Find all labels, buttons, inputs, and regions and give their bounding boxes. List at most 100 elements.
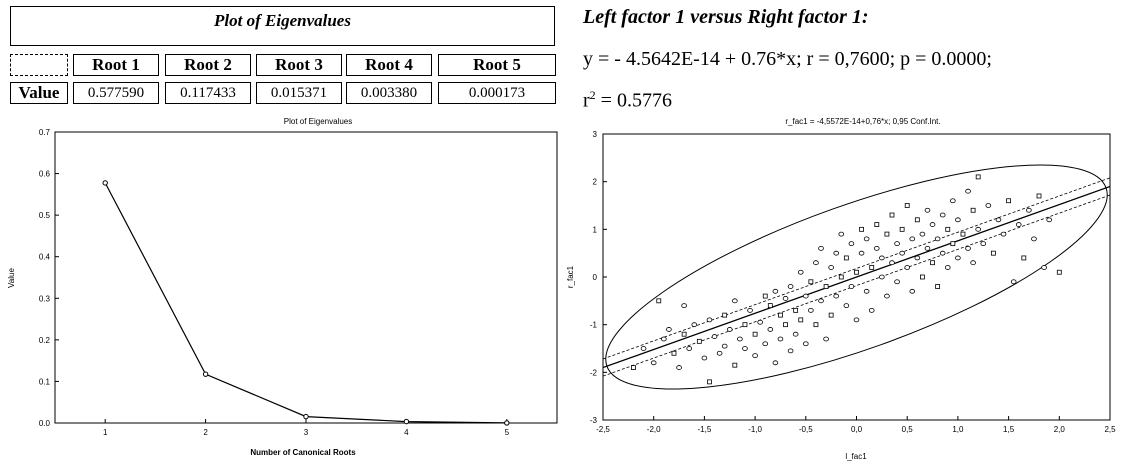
chart1-point xyxy=(504,420,510,426)
chart2-ytick-label: -1 xyxy=(590,321,598,330)
chart2-point xyxy=(757,319,763,325)
chart2-point xyxy=(782,296,789,301)
chart2-confidence-ellipse xyxy=(605,164,1108,390)
chart2-point xyxy=(737,336,743,342)
chart2-point-square xyxy=(681,331,687,337)
chart2-point-square xyxy=(874,222,880,227)
chart2-point xyxy=(742,346,748,351)
chart2-point xyxy=(858,250,865,256)
value-root1: 0.577590 xyxy=(73,82,159,104)
chart1-plot-frame xyxy=(54,131,558,424)
chart2-point xyxy=(863,288,870,294)
chart2-point-square xyxy=(869,265,875,270)
column-header-root2: Root 2 xyxy=(165,54,251,76)
chart2-point-square xyxy=(914,217,920,223)
chart2-point xyxy=(833,250,840,256)
chart2-point-square xyxy=(823,284,829,289)
regression-heading: Left factor 1 versus Right factor 1: xyxy=(583,6,869,28)
chart1-title: Plot of Eigenvalues xyxy=(284,117,353,126)
chart2-point-square xyxy=(935,284,941,289)
chart2-xtick-label: 2,0 xyxy=(1054,425,1066,434)
chart2-point xyxy=(721,343,728,349)
chart1-xlabel: Number of Canonical Roots xyxy=(250,448,356,457)
chart2-point xyxy=(686,346,692,351)
chart1-xtick-label: 2 xyxy=(203,428,208,437)
chart2-point-square xyxy=(838,274,844,280)
chart2-point-square xyxy=(783,322,788,328)
chart2-point xyxy=(661,336,667,342)
chart2-point-square xyxy=(696,338,702,344)
chart2-ytick-label: 3 xyxy=(593,130,598,139)
chart2-point xyxy=(939,212,946,218)
chart2-point xyxy=(650,360,657,366)
chart2-point xyxy=(752,353,758,359)
chart2-point-square xyxy=(843,255,849,261)
chart2-point-square xyxy=(1036,193,1042,199)
chart2-point xyxy=(706,317,713,323)
chart2-point xyxy=(985,203,992,208)
chart2-point-square xyxy=(920,274,925,280)
chart2-ytick-label: 0 xyxy=(593,273,598,282)
column-header-root5: Root 5 xyxy=(438,54,556,76)
chart2-ci-upper xyxy=(603,177,1110,360)
chart2-point-square xyxy=(742,322,748,328)
chart2-point-square xyxy=(793,307,799,313)
chart2-point xyxy=(944,265,951,270)
chart2-point xyxy=(924,207,931,213)
chart2-xtick-label: 1,5 xyxy=(1003,425,1015,434)
chart2-x-ticks: -2,5 -2,0 -1,5 -1,0 -0,5 0,0 0,5 1,0 1,5 2,0 2,5 xyxy=(596,416,1116,434)
table-corner-cell xyxy=(10,54,68,76)
chart2-point-square xyxy=(884,231,890,237)
chart1-ytick-label: 0.0 xyxy=(39,419,51,428)
chart2-point xyxy=(879,274,885,280)
chart2-point xyxy=(797,269,804,275)
chart2-point xyxy=(873,245,880,251)
chart2-point-square xyxy=(970,207,976,213)
chart2-xtick-label: 0,5 xyxy=(902,425,914,434)
chart2-xlabel: l_fac1 xyxy=(845,452,867,461)
chart2-point xyxy=(777,336,784,342)
chart2-point xyxy=(899,250,905,256)
chart2-point xyxy=(747,307,753,313)
chart2-point xyxy=(828,265,834,270)
chart2-point xyxy=(691,322,698,328)
chart2-ytick-label: 1 xyxy=(593,225,598,234)
chart2-point-square xyxy=(1006,198,1012,204)
chart1-xtick-label: 5 xyxy=(505,428,510,437)
chart2-point-square xyxy=(767,303,773,309)
chart2-point-square xyxy=(904,203,910,208)
chart1-ytick-label: 0.4 xyxy=(39,253,51,262)
chart2-point-square xyxy=(828,312,834,318)
chart2-point-square xyxy=(778,312,783,318)
regression-scatter-chart: r_fac1 = -4,5572E-14+0,76*x; 0,95 Conf.I… xyxy=(566,117,1116,461)
chart2-point-square xyxy=(722,312,728,318)
chart2-point xyxy=(787,348,794,354)
chart2-point xyxy=(863,236,870,242)
chart2-xtick-label: 0,0 xyxy=(851,425,863,434)
chart2-point xyxy=(833,293,840,299)
chart2-point xyxy=(732,298,738,304)
chart2-point xyxy=(726,327,733,332)
chart2-point xyxy=(1026,207,1032,213)
chart2-point-square xyxy=(752,331,758,337)
chart2-xtick-label: -1,0 xyxy=(748,425,762,434)
chart2-ytick-label: 2 xyxy=(593,178,598,187)
chart2-point xyxy=(767,327,774,332)
chart2-fit-line xyxy=(603,185,1110,369)
chart2-title: r_fac1 = -4,5572E-14+0,76*x; 0,95 Conf.I… xyxy=(785,117,940,126)
chart1-points xyxy=(102,180,510,426)
chart2-point xyxy=(879,255,885,261)
chart2-point xyxy=(894,241,900,247)
chart2-point-square xyxy=(671,350,677,356)
chart2-point xyxy=(808,307,814,313)
chart1-ytick-label: 0.7 xyxy=(39,128,51,137)
chart2-point xyxy=(955,255,961,261)
chart2-point-square xyxy=(813,322,819,328)
chart1-ytick-label: 0.3 xyxy=(39,294,51,303)
chart2-point-square xyxy=(732,362,738,368)
chart2-point xyxy=(772,360,779,366)
chart2-point-square xyxy=(945,226,951,232)
chart2-point xyxy=(980,241,987,247)
chart2-point xyxy=(843,303,850,309)
chart2-point-square xyxy=(808,279,814,285)
